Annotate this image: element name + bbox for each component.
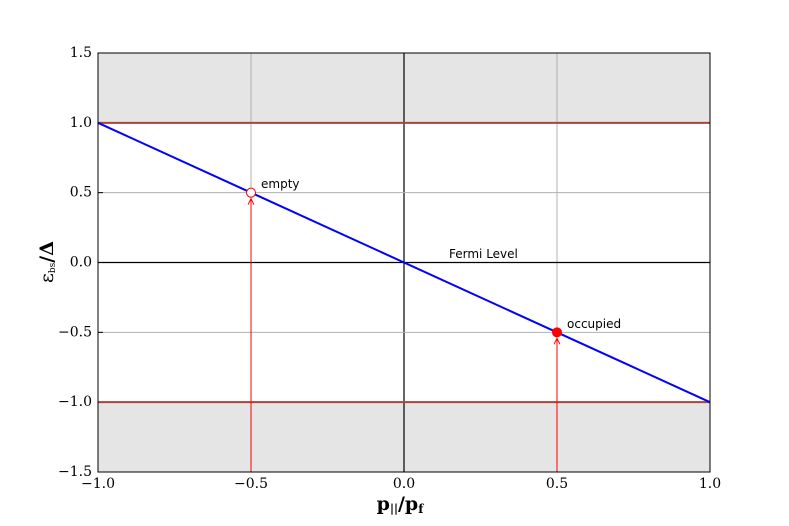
x-label-part: /p (398, 493, 418, 515)
x-label-part: f (418, 502, 424, 516)
plot-frame (97, 52, 711, 473)
arrow-head (247, 197, 255, 205)
y-tick-label: −0.5 (58, 324, 92, 340)
series-line (97, 121, 711, 404)
x-tick-label: −0.5 (234, 476, 268, 492)
x-tick-label: −1.0 (81, 476, 115, 492)
y-label-part: ε (36, 273, 58, 283)
y-tick-label: 1.5 (70, 45, 92, 61)
point-label: empty (261, 177, 300, 191)
point (552, 327, 562, 338)
annotation: Fermi Level (449, 247, 518, 261)
x-tick-label: 0.0 (393, 476, 415, 492)
x-axis-label: p||/pf (377, 493, 425, 516)
y-axis-label: εbs/Δ (36, 241, 58, 283)
x-tick-label: 1.0 (699, 476, 721, 492)
y-tick-label: 0.0 (70, 255, 92, 271)
y-tick-label: −1.0 (58, 394, 92, 410)
arrow-head (553, 337, 561, 345)
y-tick-label: 0.5 (70, 185, 92, 201)
y-label-part: bs (48, 262, 58, 273)
x-label-part: p (377, 493, 390, 515)
y-tick-label: −1.5 (58, 464, 92, 480)
y-tick-label: 1.0 (70, 115, 92, 131)
x-tick-label: 0.5 (546, 476, 568, 492)
point-label: occupied (567, 317, 621, 331)
x-label-part: || (390, 502, 398, 515)
y-label-part: /Δ (36, 241, 58, 263)
point (246, 187, 256, 198)
